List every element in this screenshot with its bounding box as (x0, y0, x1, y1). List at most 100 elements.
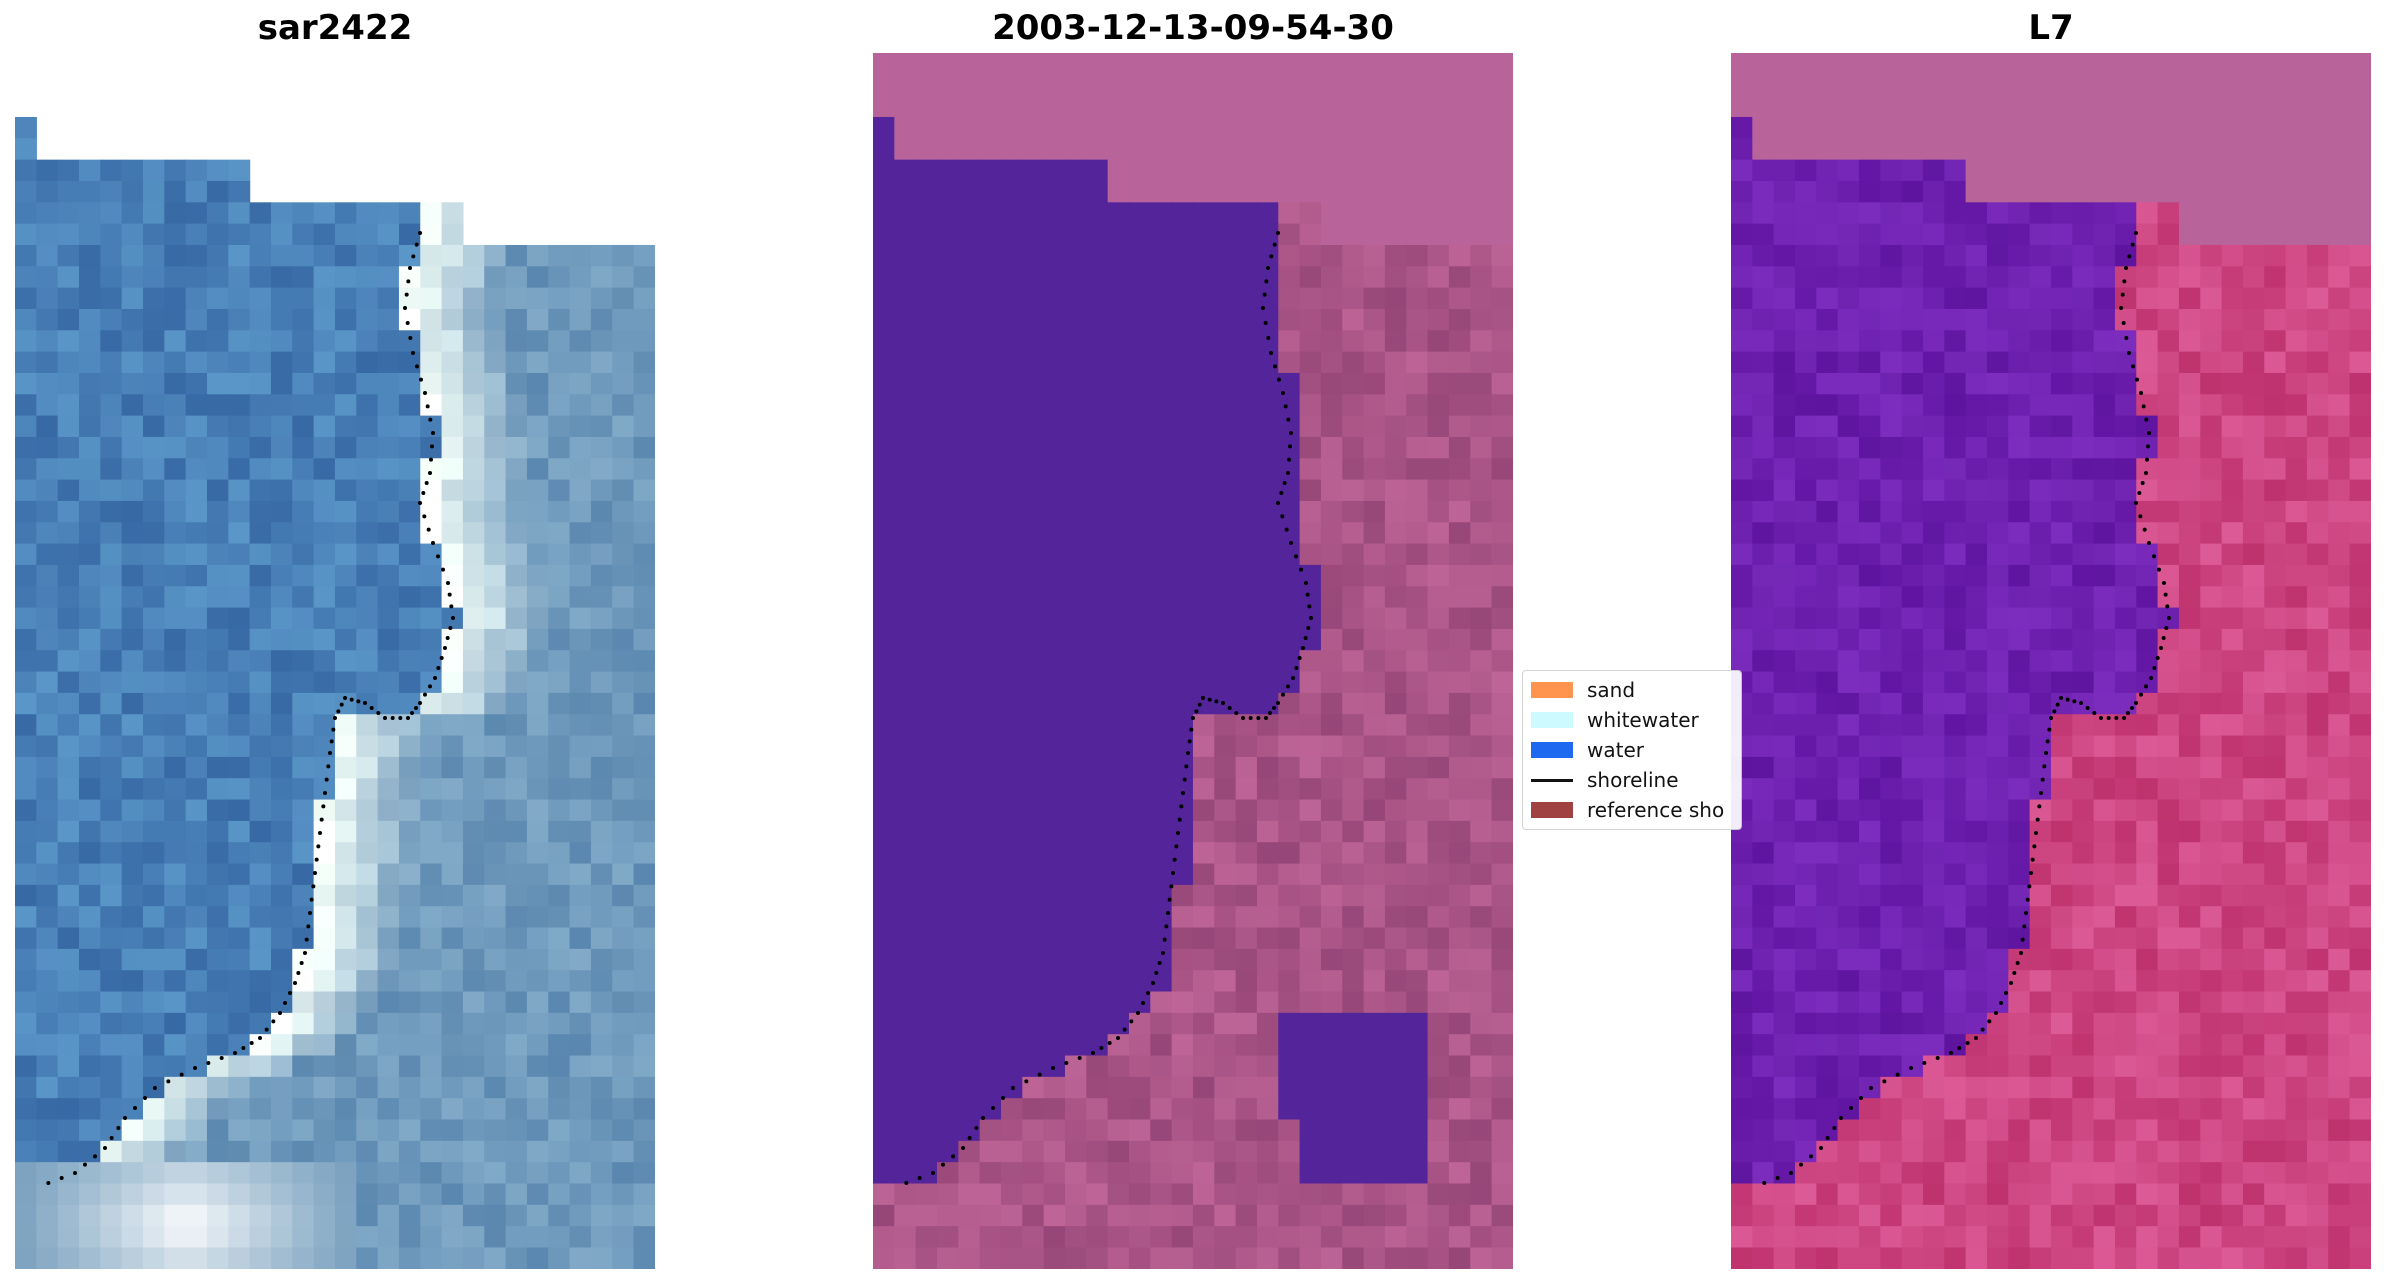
rgb-pixel (526, 714, 549, 737)
class-pixel (958, 500, 981, 523)
class-pixel (1171, 799, 1194, 822)
mndwi-pixel (2349, 927, 2371, 950)
shoreline-point (1201, 696, 1205, 700)
mndwi-pixel (2072, 671, 2095, 694)
mndwi-pixel (2178, 244, 2201, 267)
mndwi-pixel (2328, 244, 2351, 267)
rgb-pixel (142, 842, 165, 865)
mndwi-pixel (2306, 244, 2329, 267)
class-pixel (1384, 95, 1407, 118)
class-pixel (936, 458, 959, 481)
rgb-pixel (206, 884, 229, 907)
class-pixel (873, 244, 895, 267)
rgb-pixel (548, 991, 571, 1014)
rgb-pixel (505, 1034, 528, 1057)
mndwi-pixel (2178, 436, 2201, 459)
mndwi-pixel (2221, 458, 2244, 481)
mndwi-pixel (1816, 436, 1839, 459)
mndwi-pixel (2306, 650, 2329, 673)
class-pixel (1342, 714, 1365, 737)
class-pixel (1043, 95, 1066, 118)
rgb-pixel (462, 735, 485, 758)
rgb-pixel (590, 799, 613, 822)
rgb-pixel (57, 820, 80, 843)
rgb-pixel (249, 372, 272, 395)
rgb-pixel (292, 714, 315, 737)
mndwi-pixel (1816, 586, 1839, 609)
mndwi-pixel (1837, 458, 1860, 481)
mndwi-image-panel (1731, 53, 2371, 1269)
class-pixel (1128, 415, 1151, 438)
rgb-pixel (377, 863, 400, 886)
class-pixel (1384, 223, 1407, 246)
class-pixel (1299, 1183, 1322, 1206)
mndwi-pixel (1944, 202, 1967, 225)
class-pixel (1427, 906, 1450, 929)
mndwi-pixel (2285, 650, 2308, 673)
class-pixel (873, 180, 895, 203)
rgb-pixel (15, 1226, 37, 1249)
rgb-pixel (15, 1076, 37, 1099)
class-pixel (1278, 586, 1301, 609)
class-pixel (1491, 53, 1513, 75)
class-pixel (1150, 884, 1173, 907)
mndwi-pixel (1837, 1098, 1860, 1121)
rgb-pixel (57, 714, 80, 737)
rgb-pixel (505, 884, 528, 907)
class-pixel (1427, 180, 1450, 203)
rgb-pixel (249, 799, 272, 822)
class-pixel (1128, 884, 1151, 907)
rgb-pixel (612, 820, 635, 843)
mndwi-pixel (2072, 436, 2095, 459)
mndwi-pixel (1794, 116, 1817, 139)
mndwi-pixel (1837, 330, 1860, 353)
class-pixel (915, 180, 938, 203)
mndwi-pixel (1858, 991, 1881, 1014)
mndwi-pixel (1901, 607, 1924, 630)
class-pixel (1171, 308, 1194, 331)
class-pixel (1064, 308, 1087, 331)
class-pixel (1491, 906, 1513, 929)
class-pixel (1107, 564, 1130, 587)
rgb-pixel (484, 415, 507, 438)
class-pixel (936, 372, 959, 395)
class-pixel (1406, 202, 1429, 225)
mndwi-pixel (1773, 202, 1796, 225)
rgb-pixel (142, 628, 165, 651)
rgb-pixel (249, 415, 272, 438)
mndwi-pixel (2157, 287, 2180, 310)
mndwi-pixel (2349, 415, 2371, 438)
mndwi-pixel (2306, 1055, 2329, 1078)
mndwi-pixel (2328, 223, 2351, 246)
class-pixel (1064, 180, 1087, 203)
mndwi-pixel (2264, 138, 2287, 161)
mndwi-pixel (1922, 1140, 1945, 1163)
class-pixel (979, 1183, 1002, 1206)
class-pixel (958, 628, 981, 651)
class-pixel (1150, 372, 1173, 395)
mndwi-pixel (2093, 1140, 2116, 1163)
class-pixel (894, 1119, 917, 1142)
mndwi-pixel (1773, 607, 1796, 630)
mndwi-pixel (2285, 95, 2308, 118)
class-pixel (1384, 1247, 1407, 1269)
mndwi-pixel (2136, 863, 2159, 886)
mndwi-pixel (2136, 266, 2159, 289)
class-pixel (1150, 714, 1173, 737)
rgb-pixel (633, 1162, 655, 1185)
class-pixel (1448, 1204, 1471, 1227)
rgb-pixel (356, 671, 379, 694)
mndwi-pixel (1752, 692, 1775, 715)
mndwi-pixel (1858, 74, 1881, 97)
mndwi-pixel (2093, 1034, 2116, 1057)
rgb-pixel (185, 1247, 208, 1269)
class-pixel (1192, 330, 1215, 353)
rgb-pixel (292, 948, 315, 971)
rgb-pixel (228, 671, 251, 694)
class-pixel (1043, 394, 1066, 417)
mndwi-pixel (2178, 543, 2201, 566)
mndwi-pixel (2157, 799, 2180, 822)
mndwi-pixel (1986, 607, 2009, 630)
mndwi-pixel (2008, 159, 2031, 182)
class-pixel (1342, 266, 1365, 289)
